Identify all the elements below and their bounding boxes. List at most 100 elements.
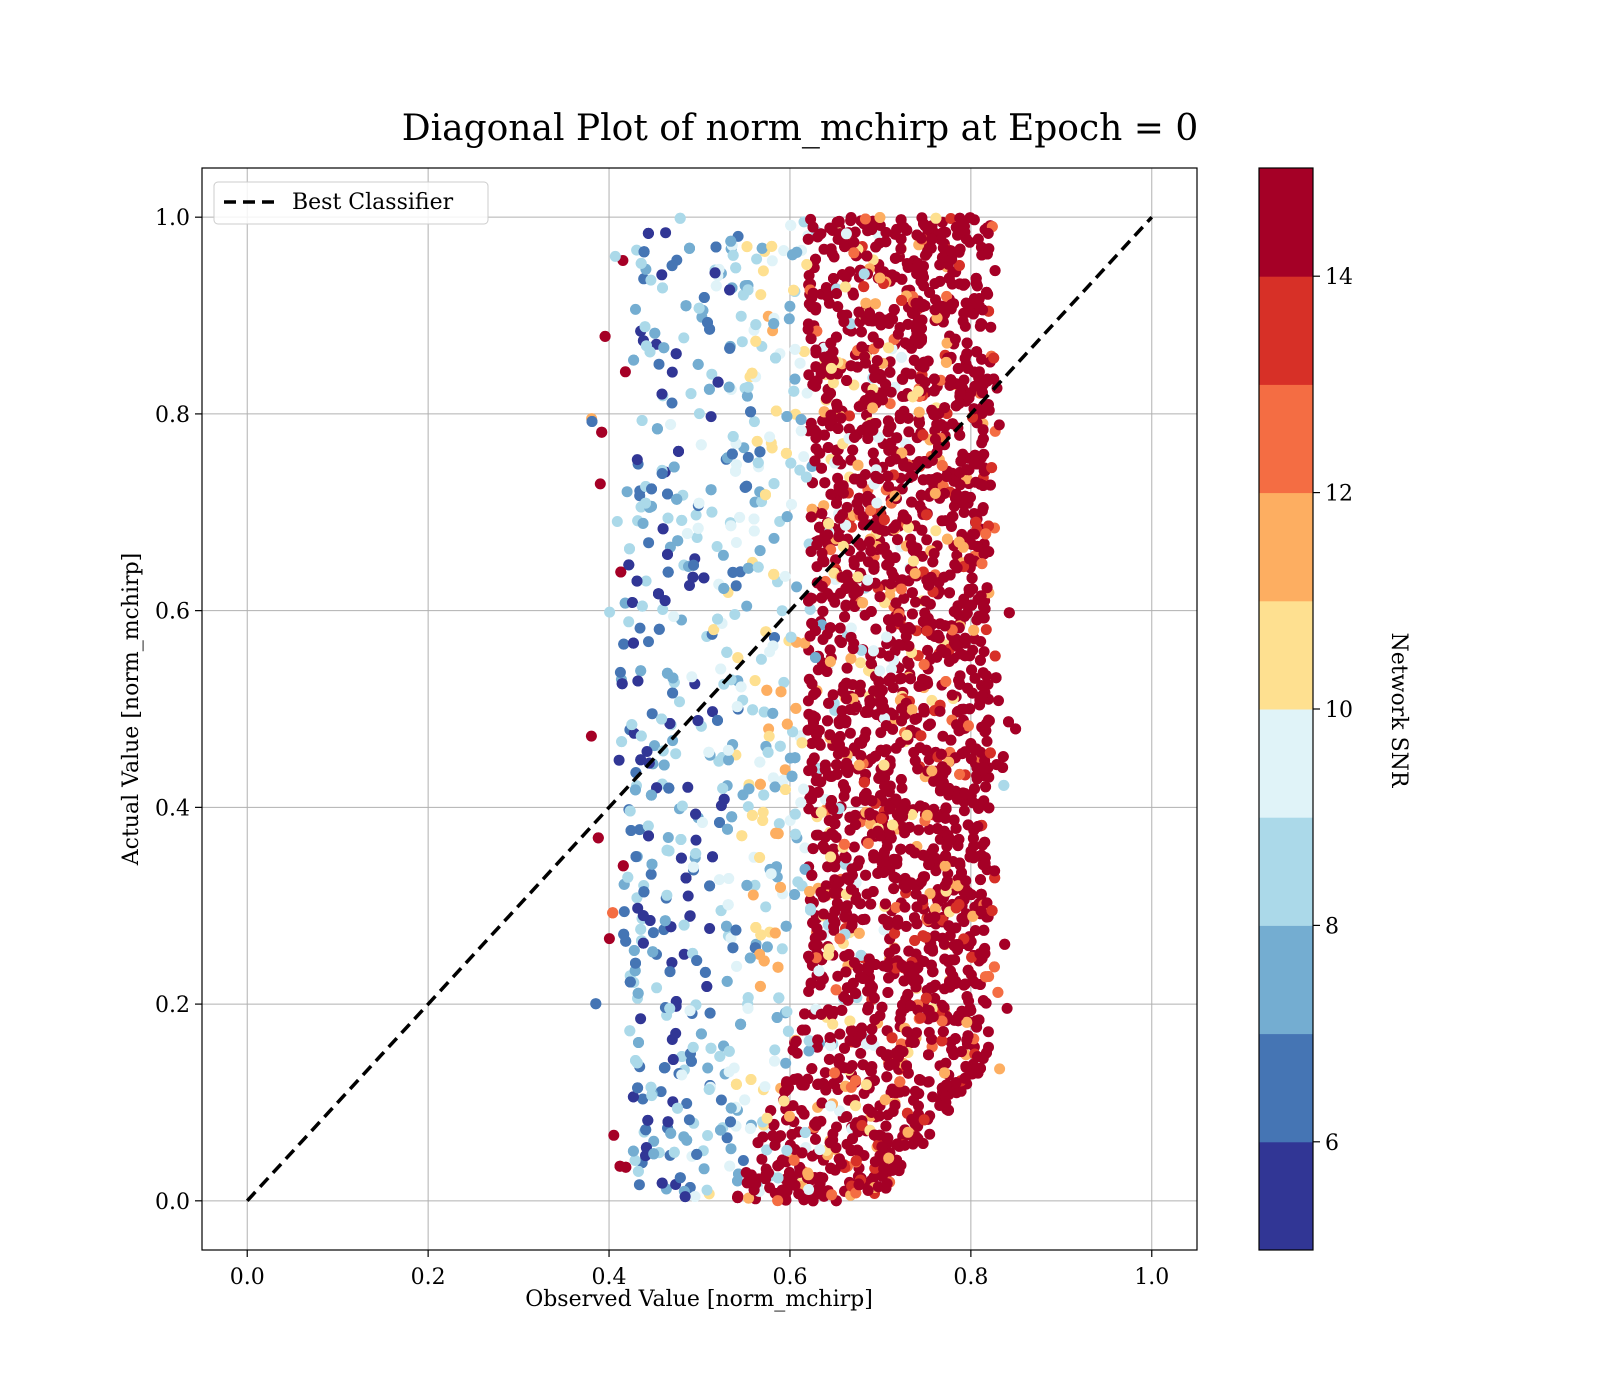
- scatter-point: [656, 388, 668, 400]
- scatter-point: [950, 822, 962, 834]
- scatter-point: [930, 865, 942, 877]
- scatter-point: [901, 224, 913, 236]
- scatter-point: [855, 326, 867, 338]
- scatter-point: [924, 598, 936, 610]
- scatter-point: [761, 941, 773, 953]
- scatter-point: [668, 461, 680, 473]
- scatter-point: [954, 243, 966, 255]
- scatter-point: [964, 212, 976, 224]
- scatter-point: [702, 1062, 714, 1074]
- scatter-point: [882, 470, 894, 482]
- scatter-point: [614, 1160, 626, 1172]
- scatter-point: [628, 945, 640, 956]
- scatter-point: [630, 957, 641, 969]
- scatter-point: [981, 897, 993, 909]
- scatter-point: [902, 988, 914, 1000]
- scatter-point: [670, 748, 682, 760]
- scatter-point: [907, 544, 919, 556]
- scatter-point: [976, 558, 988, 570]
- scatter-point: [934, 275, 946, 287]
- scatter-point: [794, 464, 806, 476]
- scatter-point: [763, 730, 775, 742]
- scatter-point: [917, 429, 929, 441]
- scatter-point: [896, 351, 907, 363]
- scatter-point: [890, 793, 902, 805]
- scatter-point: [923, 859, 935, 871]
- scatter-point: [634, 490, 646, 502]
- scatter-point: [880, 236, 892, 248]
- scatter-point: [869, 371, 881, 383]
- scatter-point: [760, 901, 772, 913]
- scatter-point: [841, 693, 852, 705]
- scatter-point: [656, 1177, 668, 1189]
- scatter-point: [854, 686, 866, 698]
- scatter-point: [973, 293, 985, 305]
- scatter-point: [698, 572, 710, 584]
- scatter-point: [867, 331, 879, 343]
- scatter-point: [966, 664, 978, 676]
- scatter-point: [646, 708, 658, 720]
- scatter-point: [896, 294, 908, 306]
- scatter-point: [816, 1097, 828, 1109]
- scatter-point: [785, 631, 797, 643]
- scatter-point: [681, 1098, 693, 1109]
- scatter-point: [746, 367, 758, 379]
- scatter-point: [969, 783, 980, 795]
- scatter-point: [727, 566, 739, 578]
- scatter-point: [649, 740, 660, 752]
- scatter-point: [828, 887, 840, 899]
- scatter-point: [705, 1042, 717, 1054]
- scatter-point: [691, 955, 703, 966]
- scatter-point: [939, 860, 951, 872]
- scatter-point: [853, 306, 865, 318]
- scatter-point: [989, 865, 1001, 877]
- scatter-point: [894, 413, 906, 425]
- scatter-point: [727, 431, 739, 442]
- scatter-point: [831, 497, 842, 509]
- scatter-point: [640, 497, 652, 509]
- scatter-point: [959, 1072, 971, 1084]
- scatter-point: [672, 535, 684, 547]
- scatter-point: [805, 903, 816, 915]
- scatter-point: [961, 337, 973, 349]
- scatter-point: [627, 1091, 639, 1103]
- scatter-point: [820, 392, 832, 404]
- scatter-point: [960, 1062, 972, 1073]
- scatter-point: [820, 282, 832, 294]
- scatter-point: [768, 318, 780, 330]
- scatter-point: [799, 1127, 811, 1138]
- scatter-point: [776, 1154, 788, 1166]
- scatter-point: [643, 537, 655, 549]
- scatter-point: [941, 290, 953, 302]
- scatter-point: [917, 1138, 929, 1149]
- scatter-point: [959, 490, 971, 502]
- scatter-point: [710, 241, 722, 253]
- scatter-point: [829, 1067, 840, 1079]
- scatter-point: [840, 677, 852, 689]
- scatter-point: [901, 1060, 912, 1072]
- scatter-point: [735, 1018, 747, 1030]
- scatter-point: [928, 385, 940, 397]
- scatter-point: [637, 1093, 649, 1105]
- scatter-point: [940, 802, 952, 814]
- scatter-point: [635, 665, 647, 677]
- scatter-point: [778, 245, 790, 257]
- scatter-point: [676, 800, 688, 812]
- scatter-point: [730, 924, 742, 936]
- scatter-point: [734, 511, 746, 523]
- scatter-point: [674, 1172, 686, 1184]
- scatter-point: [831, 759, 842, 771]
- scatter-point: [665, 1127, 677, 1139]
- scatter-point: [853, 855, 865, 867]
- scatter-point: [920, 992, 932, 1004]
- scatter-point: [945, 213, 957, 224]
- scatter-point: [794, 357, 806, 369]
- scatter-point: [862, 985, 874, 997]
- scatter-point: [969, 380, 981, 392]
- scatter-point: [803, 986, 815, 997]
- scatter-point: [789, 752, 801, 764]
- scatter-point: [672, 1102, 683, 1114]
- scatter-point: [850, 1036, 862, 1048]
- scatter-point: [754, 446, 766, 458]
- scatter-point: [611, 516, 623, 527]
